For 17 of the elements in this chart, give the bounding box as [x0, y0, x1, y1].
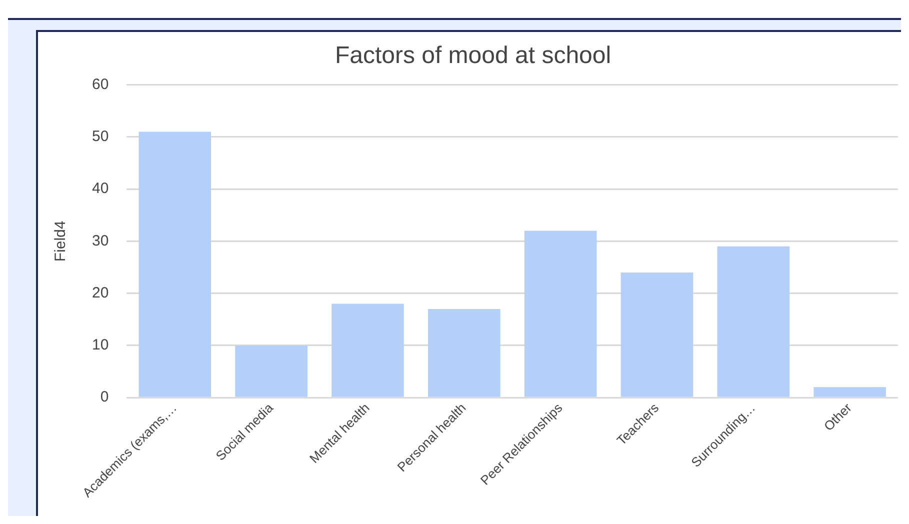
- y-tick-label: 10: [92, 336, 109, 354]
- chart-title: Factors of mood at school: [334, 42, 612, 70]
- y-tick-label: 60: [92, 76, 109, 93]
- y-tick-label: 50: [92, 128, 109, 146]
- bar: [235, 345, 308, 397]
- bar: [717, 246, 790, 397]
- bar: [620, 272, 694, 397]
- y-tick-label: 0: [100, 388, 109, 406]
- bar: [332, 304, 404, 397]
- y-tick-label: 30: [92, 232, 109, 250]
- y-tick-label: 20: [92, 284, 109, 302]
- y-axis-title: Field4: [52, 220, 70, 262]
- bar: [428, 308, 500, 397]
- bar: [814, 387, 886, 397]
- bar: [138, 132, 212, 397]
- bar: [524, 230, 597, 397]
- y-tick-label: 40: [92, 180, 109, 198]
